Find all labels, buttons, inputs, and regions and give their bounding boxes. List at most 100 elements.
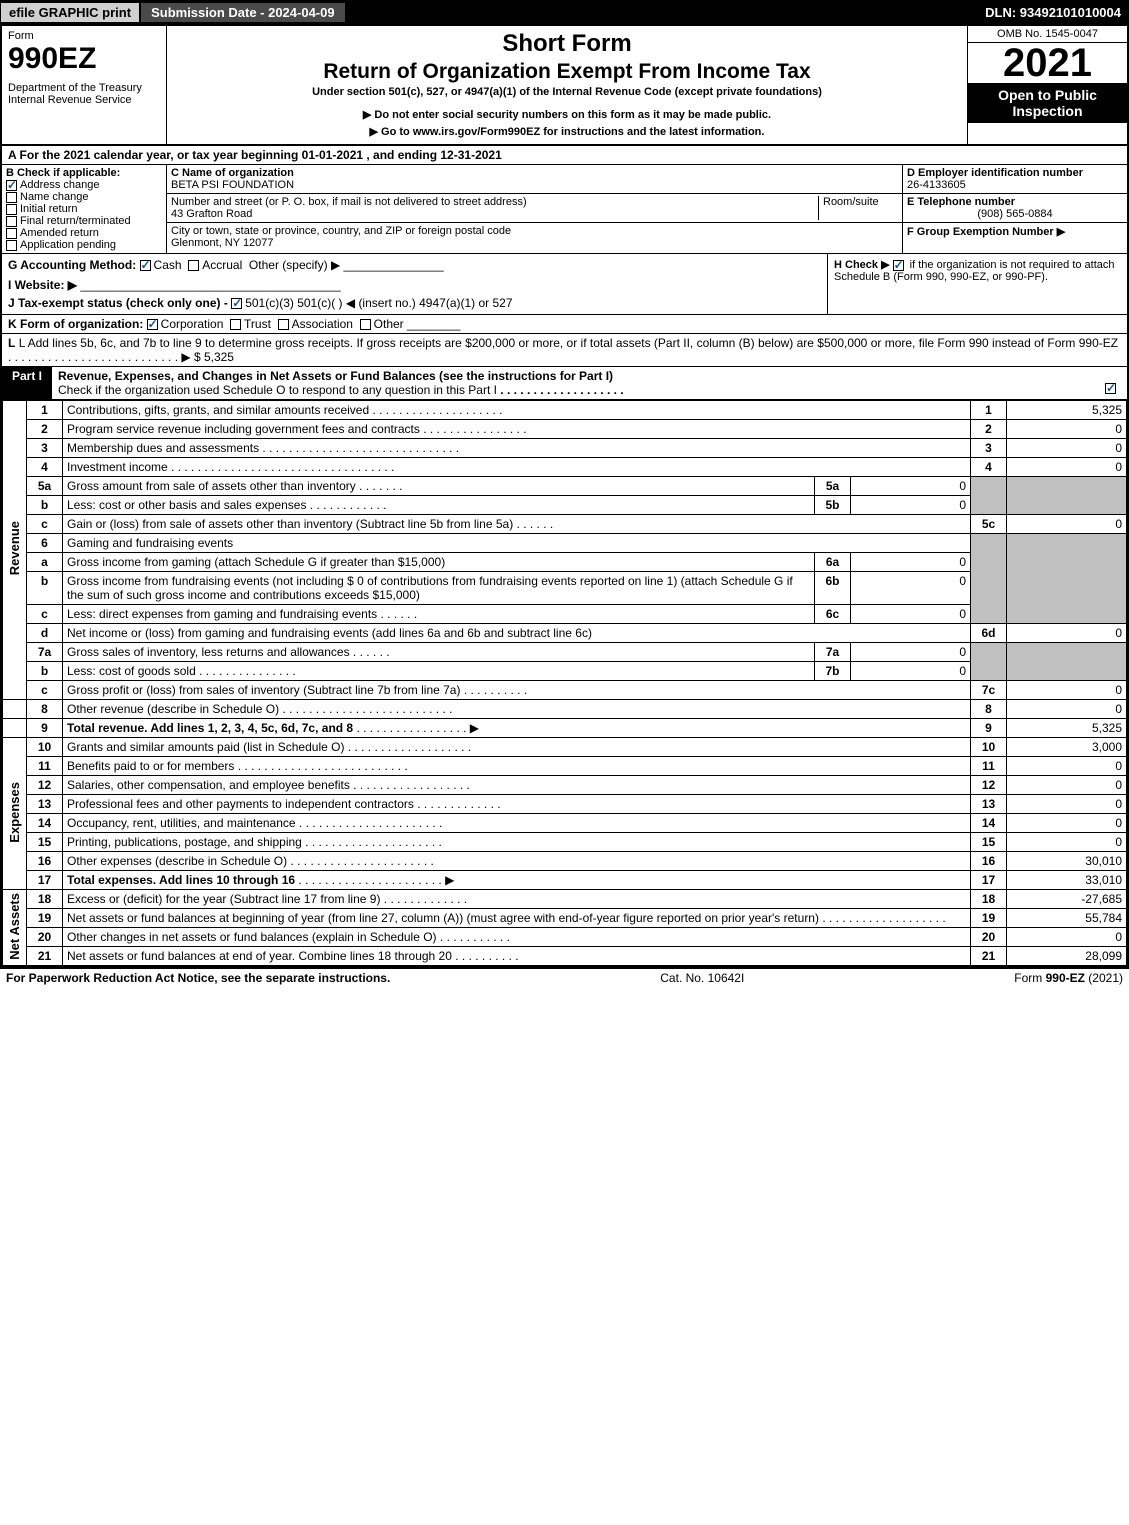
line-16-amt: 30,010	[1007, 852, 1127, 871]
check-final-return[interactable]: Final return/terminated	[6, 215, 162, 227]
city-label: City or town, state or province, country…	[171, 225, 511, 237]
org-name: BETA PSI FOUNDATION	[171, 179, 294, 191]
g-accounting: G Accounting Method: Cash Accrual Other …	[2, 254, 827, 314]
header-left: Form 990EZ Department of the Treasury In…	[2, 26, 167, 144]
check-accrual[interactable]	[188, 260, 199, 271]
form-number: 990EZ	[8, 42, 160, 76]
efile-print-button[interactable]: efile GRAPHIC print	[0, 2, 140, 23]
line-4-amt: 0	[1007, 458, 1127, 477]
line-1-ref: 1	[971, 401, 1007, 420]
c-name-label: C Name of organization	[171, 167, 294, 179]
line-18-amt: -27,685	[1007, 890, 1127, 909]
line-15-desc: Printing, publications, postage, and shi…	[63, 833, 971, 852]
header-center: Short Form Return of Organization Exempt…	[167, 26, 967, 144]
street-value: 43 Grafton Road	[171, 208, 252, 220]
check-name-change[interactable]: Name change	[6, 191, 162, 203]
check-address-change[interactable]: Address change	[6, 179, 162, 191]
footer-left: For Paperwork Reduction Act Notice, see …	[6, 971, 390, 985]
line-21-amt: 28,099	[1007, 947, 1127, 966]
line-4-desc: Investment income . . . . . . . . . . . …	[63, 458, 971, 477]
line-16-desc: Other expenses (describe in Schedule O) …	[63, 852, 971, 871]
footer: For Paperwork Reduction Act Notice, see …	[0, 968, 1129, 987]
check-cash[interactable]	[140, 260, 151, 271]
line-14-desc: Occupancy, rent, utilities, and maintena…	[63, 814, 971, 833]
line-14-amt: 0	[1007, 814, 1127, 833]
under-section: Under section 501(c), 527, or 4947(a)(1)…	[173, 86, 961, 98]
line-19-desc: Net assets or fund balances at beginning…	[63, 909, 971, 928]
top-bar: efile GRAPHIC print Submission Date - 20…	[0, 0, 1129, 24]
line-7a-amt: 0	[851, 643, 971, 662]
line-7a-desc: Gross sales of inventory, less returns a…	[63, 643, 815, 662]
line-6c-amt: 0	[851, 605, 971, 624]
city-row: City or town, state or province, country…	[167, 223, 902, 251]
line-6d-amt: 0	[1007, 624, 1127, 643]
line-3-desc: Membership dues and assessments . . . . …	[63, 439, 971, 458]
line-10-amt: 3,000	[1007, 738, 1127, 757]
j-row: J Tax-exempt status (check only one) - 5…	[8, 296, 821, 310]
check-other[interactable]	[360, 319, 371, 330]
line-1-amt: 5,325	[1007, 401, 1127, 420]
dept-treasury: Department of the Treasury	[8, 82, 160, 94]
d-ein: D Employer identification number 26-4133…	[903, 165, 1127, 194]
ssn-warning: ▶ Do not enter social security numbers o…	[173, 106, 961, 123]
dln: DLN: 93492101010004	[985, 5, 1129, 20]
line-10-desc: Grants and similar amounts paid (list in…	[63, 738, 971, 757]
line-11-desc: Benefits paid to or for members . . . . …	[63, 757, 971, 776]
line-11-amt: 0	[1007, 757, 1127, 776]
line-17-desc: Total expenses. Add lines 10 through 16 …	[63, 871, 971, 890]
street-label: Number and street (or P. O. box, if mail…	[171, 196, 527, 208]
line-8-desc: Other revenue (describe in Schedule O) .…	[63, 700, 971, 719]
check-corporation[interactable]	[147, 319, 158, 330]
check-schedule-b[interactable]	[893, 260, 904, 271]
tax-year: 2021	[968, 43, 1127, 83]
line-2-amt: 0	[1007, 420, 1127, 439]
financial-table: Revenue 1 Contributions, gifts, grants, …	[2, 400, 1127, 966]
line-5a-amt: 0	[851, 477, 971, 496]
col-def: D Employer identification number 26-4133…	[902, 165, 1127, 253]
open-to-public: Open to Public Inspection	[968, 83, 1127, 123]
line-6a-desc: Gross income from gaming (attach Schedul…	[63, 553, 815, 572]
e-phone: E Telephone number (908) 565-0884	[903, 194, 1127, 223]
line-1-num: 1	[27, 401, 63, 420]
room-suite: Room/suite	[818, 196, 898, 220]
phone-value: (908) 565-0884	[907, 208, 1123, 220]
line-21-desc: Net assets or fund balances at end of ye…	[63, 947, 971, 966]
col-c: C Name of organization BETA PSI FOUNDATI…	[167, 165, 902, 253]
goto-link[interactable]: ▶ Go to www.irs.gov/Form990EZ for instru…	[173, 123, 961, 140]
line-5a-desc: Gross amount from sale of assets other t…	[63, 477, 815, 496]
line-15-amt: 0	[1007, 833, 1127, 852]
line-19-amt: 55,784	[1007, 909, 1127, 928]
footer-center: Cat. No. 10642I	[390, 971, 1014, 985]
line-6d-desc: Net income or (loss) from gaming and fun…	[63, 624, 971, 643]
check-application-pending[interactable]: Application pending	[6, 239, 162, 251]
check-trust[interactable]	[230, 319, 241, 330]
b-label: B Check if applicable:	[6, 167, 162, 179]
part1-title: Revenue, Expenses, and Changes in Net As…	[52, 367, 1097, 399]
line-18-desc: Excess or (deficit) for the year (Subtra…	[63, 890, 971, 909]
line-12-amt: 0	[1007, 776, 1127, 795]
check-schedule-o[interactable]	[1105, 383, 1116, 394]
check-amended-return[interactable]: Amended return	[6, 227, 162, 239]
check-initial-return[interactable]: Initial return	[6, 203, 162, 215]
form-container: Form 990EZ Department of the Treasury In…	[0, 24, 1129, 968]
check-501c3[interactable]	[231, 298, 242, 309]
form-label: Form	[8, 30, 160, 42]
dept-irs: Internal Revenue Service	[8, 94, 160, 106]
line-7b-desc: Less: cost of goods sold . . . . . . . .…	[63, 662, 815, 681]
line-8-amt: 0	[1007, 700, 1127, 719]
line-3-amt: 0	[1007, 439, 1127, 458]
line-7b-amt: 0	[851, 662, 971, 681]
line-6c-desc: Less: direct expenses from gaming and fu…	[63, 605, 815, 624]
line-5b-amt: 0	[851, 496, 971, 515]
check-association[interactable]	[278, 319, 289, 330]
city-value: Glenmont, NY 12077	[171, 237, 274, 249]
line-20-desc: Other changes in net assets or fund bala…	[63, 928, 971, 947]
part1-label: Part I	[2, 367, 52, 399]
line-9-amt: 5,325	[1007, 719, 1127, 738]
row-gh: G Accounting Method: Cash Accrual Other …	[2, 254, 1127, 315]
line-6a-amt: 0	[851, 553, 971, 572]
i-website: I Website: ▶	[8, 278, 77, 292]
line-13-desc: Professional fees and other payments to …	[63, 795, 971, 814]
ein-value: 26-4133605	[907, 179, 966, 191]
line-7c-amt: 0	[1007, 681, 1127, 700]
